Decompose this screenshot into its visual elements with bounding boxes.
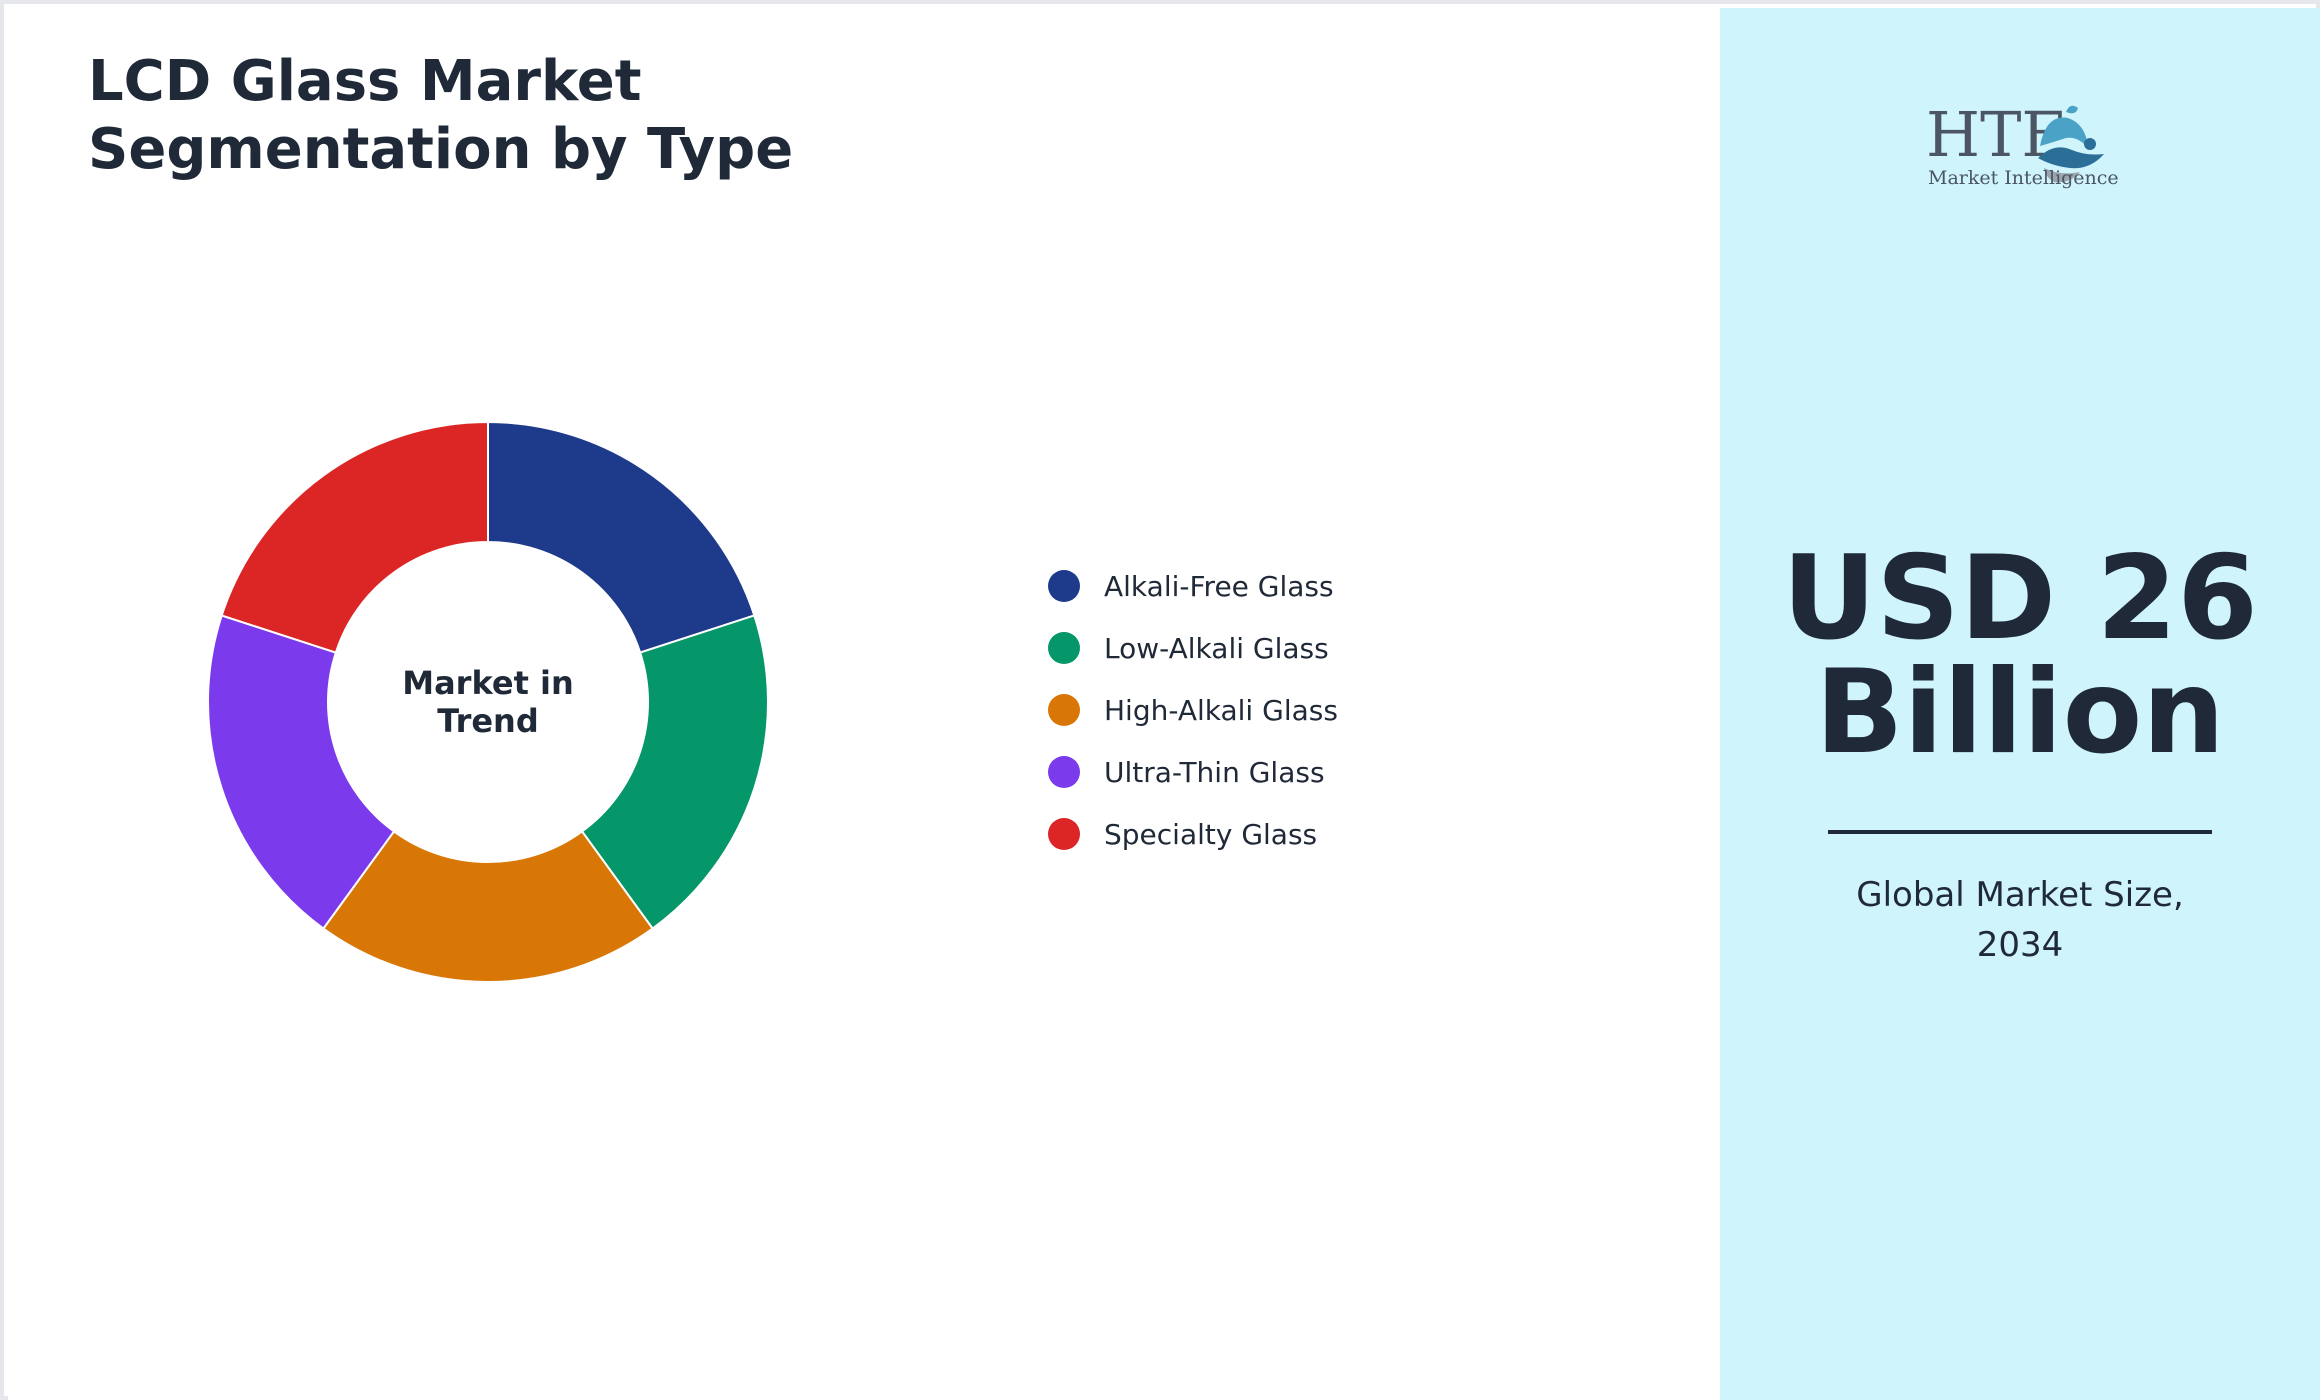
donut-center-label-line: Trend — [437, 702, 538, 740]
donut-center-label: Market in Trend — [402, 664, 574, 740]
legend-label: Alkali-Free Glass — [1104, 569, 1334, 603]
legend-label: Low-Alkali Glass — [1104, 631, 1329, 665]
legend-item: Alkali-Free Glass — [1048, 564, 1334, 608]
market-size-panel: HTF Market Intelligence USD 26 Billion G… — [1720, 8, 2320, 1400]
legend-swatch — [1048, 756, 1080, 788]
market-size-caption: Global Market Size, 2034 — [1856, 875, 2184, 965]
donut-slices — [207, 420, 769, 984]
divider — [1828, 830, 2212, 834]
chart-panel: LCD Glass Market Segmentation by Type Ma… — [8, 8, 1720, 1400]
legend-label: High-Alkali Glass — [1104, 693, 1338, 727]
donut-center-label-line: Market in — [402, 664, 574, 702]
legend-item: Low-Alkali Glass — [1048, 626, 1329, 670]
donut-slice-alkali-free-glass — [487, 420, 756, 654]
legend-swatch — [1048, 694, 1080, 726]
legend-label: Specialty Glass — [1104, 817, 1318, 851]
legend-item: High-Alkali Glass — [1048, 688, 1338, 732]
page-title: LCD Glass Market Segmentation by Type — [88, 49, 794, 182]
donut-slice-specialty-glass — [220, 420, 489, 654]
legend-label: Ultra-Thin Glass — [1104, 755, 1325, 789]
htf-logo: HTF Market Intelligence — [1926, 98, 2119, 189]
legend-item: Ultra-Thin Glass — [1048, 750, 1325, 794]
donut-slice-ultra-thin-glass — [207, 614, 396, 930]
donut-chart: Market in Trend — [207, 420, 769, 984]
market-size-value: USD 26 Billion — [1782, 531, 2258, 780]
donut-slice-low-alkali-glass — [580, 614, 769, 930]
legend-swatch — [1048, 570, 1080, 602]
legend-swatch — [1048, 632, 1080, 664]
legend-swatch — [1048, 818, 1080, 850]
legend-item: Specialty Glass — [1048, 812, 1317, 856]
logo-emblem-icon — [2038, 105, 2104, 183]
donut-slice-high-alkali-glass — [322, 830, 654, 984]
logo-subtext: Market Intelligence — [1928, 167, 2119, 189]
